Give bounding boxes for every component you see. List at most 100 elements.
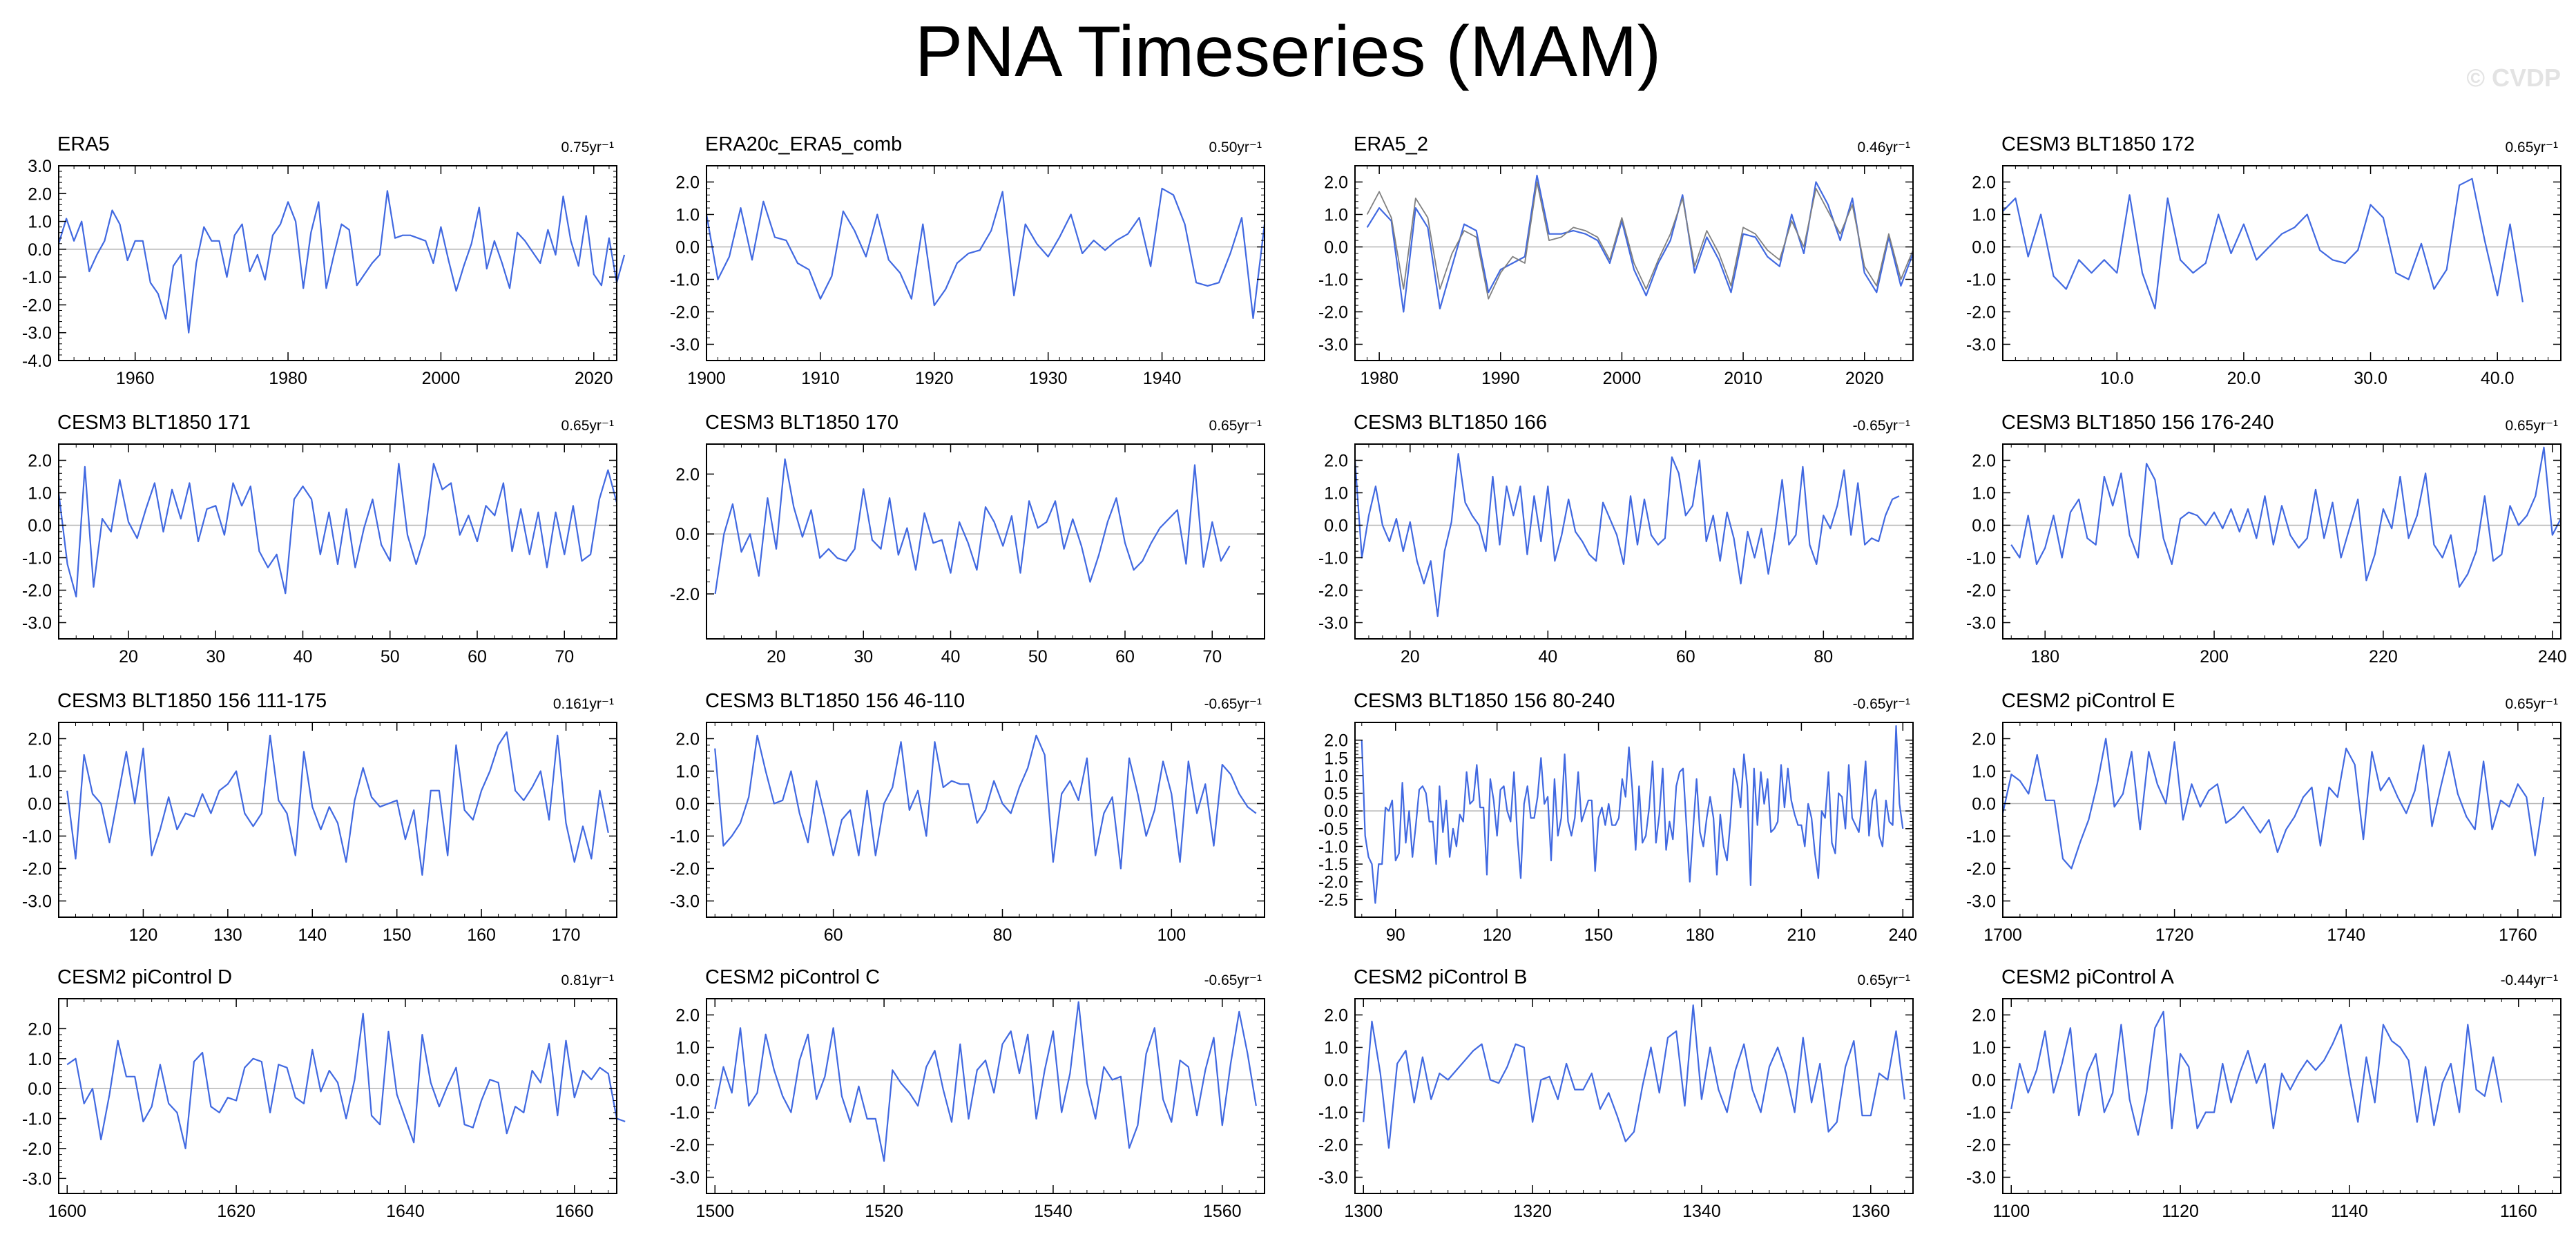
- y-tick-label: -2.0: [1966, 303, 1996, 323]
- series-line: [2010, 446, 2561, 588]
- plot-frame: [58, 998, 617, 1194]
- y-tick-label: 3.0: [28, 157, 52, 176]
- y-tick-label: 0.5: [1324, 785, 1348, 804]
- panel-8: CESM3 BLT1850 156 176-240 0.65yr⁻¹ 180 200 2…: [1966, 412, 2567, 666]
- x-tick-label: 220: [2369, 647, 2398, 666]
- series-line: [66, 1013, 626, 1150]
- y-tick-label: 2.0: [1972, 452, 1996, 471]
- x-tick-label: 180: [1686, 925, 1715, 945]
- x-tick-label: 10.0: [2100, 369, 2134, 388]
- y-tick-label: -1.0: [670, 271, 700, 290]
- y-tick-label: -1.5: [1318, 855, 1348, 874]
- panel-title: ERA5: [57, 133, 110, 155]
- y-tick-label: 2.0: [28, 1019, 52, 1039]
- x-tick-label: 30.0: [2354, 369, 2387, 388]
- y-tick-label: 0.0: [1972, 238, 1996, 258]
- y-tick-label: 0.0: [28, 1080, 52, 1099]
- plot-frame: [2002, 722, 2561, 918]
- y-tick-label: 2.0: [675, 465, 700, 484]
- x-tick-label: 1740: [2327, 925, 2365, 945]
- panel-3: ERA5_2 0.46yr⁻¹ 1980 1990 2000 2010 2020 2.0 1.0…: [1318, 133, 1914, 388]
- series-line: [57, 463, 618, 598]
- y-tick-label: -1.0: [1318, 837, 1348, 856]
- x-tick-label: 1940: [1143, 369, 1182, 388]
- y-tick-label: 2.0: [1324, 731, 1348, 751]
- panel-title: CESM2 piControl C: [705, 966, 880, 988]
- trend-label: -0.65yr⁻¹: [1204, 696, 1262, 712]
- y-tick-label: -1.0: [1318, 1104, 1348, 1123]
- y-tick-label: -2.0: [22, 1140, 52, 1159]
- y-tick-label: 0.0: [1324, 238, 1348, 258]
- y-tick-label: -1.0: [22, 827, 52, 847]
- panel-title: CESM3 BLT1850 156 80-240: [1354, 690, 1615, 712]
- y-tick-label: -2.0: [1318, 582, 1348, 601]
- panel-title: CESM2 piControl B: [1354, 966, 1527, 988]
- y-tick-label: 0.0: [1324, 802, 1348, 821]
- x-tick-label: 1560: [1203, 1202, 1242, 1221]
- y-tick-label: -1.0: [22, 268, 52, 287]
- x-tick-label: 70: [555, 647, 574, 666]
- x-tick-label: 120: [129, 925, 158, 945]
- x-tick-label: 240: [1888, 925, 1917, 945]
- x-tick-label: 50: [381, 647, 400, 666]
- trend-label: 0.65yr⁻¹: [1858, 972, 1910, 988]
- y-tick-label: 0.0: [28, 240, 52, 260]
- x-tick-label: 50: [1028, 647, 1048, 666]
- panel-title: CESM3 BLT1850 171: [57, 412, 251, 434]
- y-tick-label: -3.0: [670, 892, 700, 912]
- y-tick-label: 2.0: [1324, 1006, 1348, 1026]
- plot-frame: [706, 998, 1265, 1194]
- x-tick-label: 60: [824, 925, 843, 945]
- y-tick-label: 2.0: [1972, 173, 1996, 193]
- y-tick-label: -2.0: [670, 1136, 700, 1155]
- x-tick-label: 1930: [1029, 369, 1068, 388]
- x-tick-label: 1700: [1983, 925, 2022, 945]
- panel-5: CESM3 BLT1850 171 0.65yr⁻¹ 20 30 40 50 60 70 2.0…: [22, 412, 618, 666]
- trend-label: 0.46yr⁻¹: [1858, 140, 1910, 155]
- y-tick-label: -3.0: [22, 892, 52, 912]
- y-tick-label: 0.0: [675, 238, 700, 258]
- series-line: [1366, 175, 1914, 313]
- y-tick-label: 1.0: [1324, 484, 1348, 503]
- y-tick-label: -2.0: [1318, 1136, 1348, 1155]
- y-tick-label: 1.0: [675, 1039, 700, 1058]
- x-tick-label: 1160: [2500, 1202, 2537, 1221]
- x-tick-label: 30: [854, 647, 873, 666]
- series-line: [57, 190, 626, 334]
- x-tick-label: 1980: [269, 369, 307, 388]
- y-tick-label: 1.0: [1972, 484, 1996, 503]
- y-tick-label: -3.0: [1966, 614, 1996, 633]
- y-tick-label: 1.0: [675, 762, 700, 782]
- y-tick-label: 2.0: [675, 173, 700, 193]
- y-tick-label: 0.0: [28, 795, 52, 814]
- trend-label: -0.65yr⁻¹: [1853, 696, 1910, 712]
- x-tick-label: 80: [993, 925, 1012, 945]
- y-tick-label: -2.0: [1318, 873, 1348, 892]
- panel-11: CESM3 BLT1850 156 80-240 -0.65yr⁻¹ 90 120 15…: [1318, 690, 1917, 945]
- y-tick-label: -2.0: [670, 860, 700, 879]
- trend-label: 0.50yr⁻¹: [1209, 140, 1262, 155]
- x-tick-label: 1620: [217, 1202, 256, 1221]
- x-tick-label: 1990: [1481, 369, 1520, 388]
- x-tick-label: 1540: [1034, 1202, 1073, 1221]
- y-tick-label: -3.0: [670, 336, 700, 355]
- series-line: [2010, 1010, 2503, 1136]
- y-tick-label: -2.5: [1318, 890, 1348, 910]
- x-tick-label: 1520: [865, 1202, 903, 1221]
- y-tick-label: -2.0: [22, 296, 52, 315]
- panel-16: CESM2 piControl A -0.44yr⁻¹ 1100 1120 1140 11…: [1966, 966, 2561, 1221]
- trend-label: 0.81yr⁻¹: [561, 972, 614, 988]
- x-tick-label: 1720: [2155, 925, 2194, 945]
- panel-title: CESM3 BLT1850 156 111-175: [57, 690, 327, 712]
- x-tick-label: 40.0: [2481, 369, 2515, 388]
- y-tick-label: -3.0: [1966, 892, 1996, 912]
- reference-line: [1366, 181, 1914, 300]
- y-tick-label: 2.0: [1324, 452, 1348, 471]
- y-tick-label: 1.0: [28, 213, 52, 232]
- plot-frame: [1354, 443, 1914, 640]
- x-tick-label: 60: [1115, 647, 1135, 666]
- y-tick-label: 1.0: [1972, 206, 1996, 225]
- y-tick-label: -3.0: [1318, 614, 1348, 633]
- x-tick-label: 1100: [1992, 1202, 2030, 1221]
